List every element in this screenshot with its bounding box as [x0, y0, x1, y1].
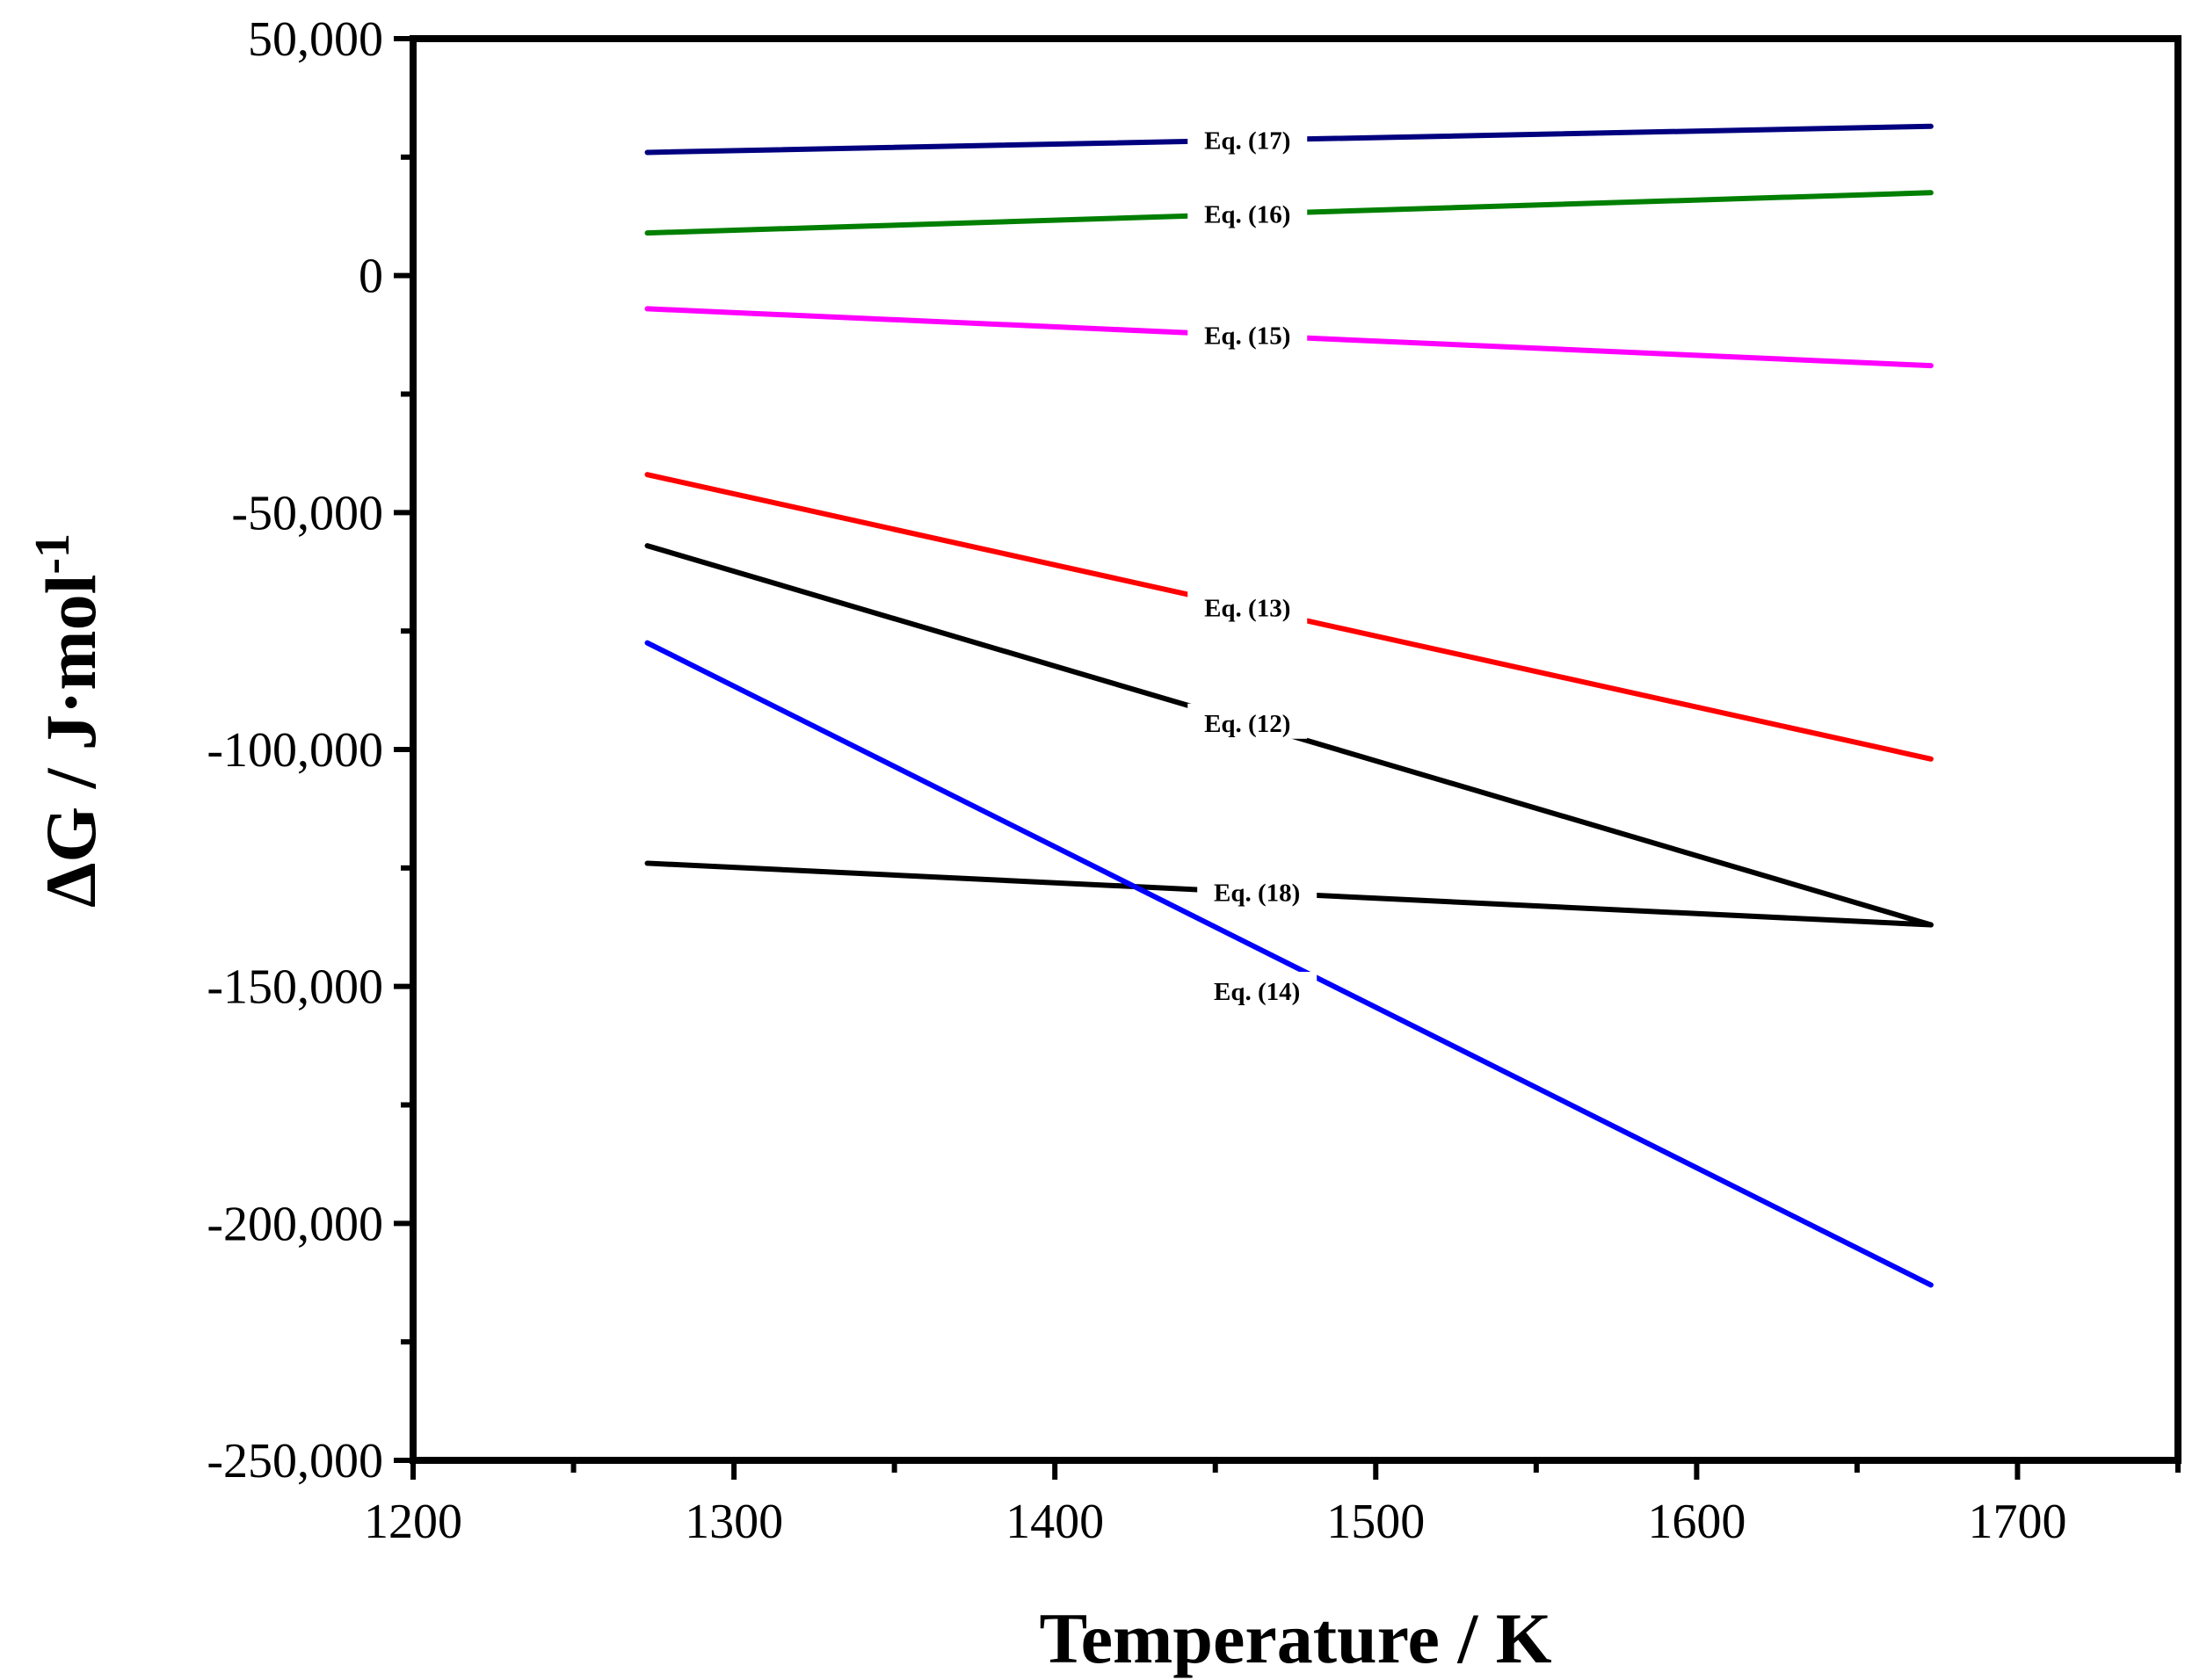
- series-label-background: [1187, 120, 1308, 156]
- series-label: Eq. (13): [1204, 594, 1290, 622]
- y-tick-label: 50,000: [248, 12, 383, 67]
- x-tick-label: 1400: [1005, 1495, 1104, 1549]
- y-axis: 50,000 0 -50,000 -100,000 -150,000 -200,000 -2…: [207, 12, 413, 1488]
- series-label: Eq. (16): [1204, 201, 1290, 229]
- series-label: Eq. (18): [1214, 880, 1300, 908]
- y-tick-label: -50,000: [231, 486, 383, 540]
- series-label-background: [1187, 588, 1308, 624]
- x-axis-title: Temperature / K: [1039, 1598, 1551, 1678]
- series-label-background: [1187, 703, 1308, 739]
- y-axis-title-main: ΔG / J·mol: [31, 575, 111, 908]
- y-axis-title: ΔG / J·mol-1: [25, 533, 111, 908]
- y-tick-label: -200,000: [207, 1197, 383, 1251]
- y-tick-label: -150,000: [207, 960, 383, 1015]
- series-label: Eq. (15): [1204, 322, 1290, 351]
- plot-area-frame: [410, 35, 2181, 1464]
- y-tick-label: -100,000: [207, 723, 383, 778]
- x-tick-label: 1600: [1647, 1495, 1746, 1549]
- x-tick-label: 1200: [364, 1495, 462, 1549]
- series-label: Eq. (14): [1214, 978, 1300, 1006]
- series-label: Eq. (17): [1204, 127, 1290, 156]
- series-label: Eq. (12): [1204, 710, 1290, 738]
- x-tick-label: 1700: [1968, 1495, 2066, 1549]
- y-tick-label: -250,000: [207, 1434, 383, 1488]
- series-label-background: [1187, 315, 1308, 351]
- series-label-layer: Eq. (17) Eq. (16) Eq. (15) Eq. (13) Eq. (12)…: [1187, 120, 1318, 1008]
- series-label-background: [1197, 972, 1318, 1008]
- x-tick-label: 1500: [1326, 1495, 1425, 1549]
- y-tick-label: 0: [359, 250, 383, 304]
- series-label-background: [1187, 194, 1308, 230]
- x-tick-label: 1300: [685, 1495, 783, 1549]
- series-label-background: [1197, 873, 1318, 909]
- x-axis: 1200 1300 1400 1500 1600 1700: [364, 1460, 2181, 1549]
- series-line: [644, 640, 1934, 1288]
- y-axis-title-superscript: -1: [25, 533, 80, 575]
